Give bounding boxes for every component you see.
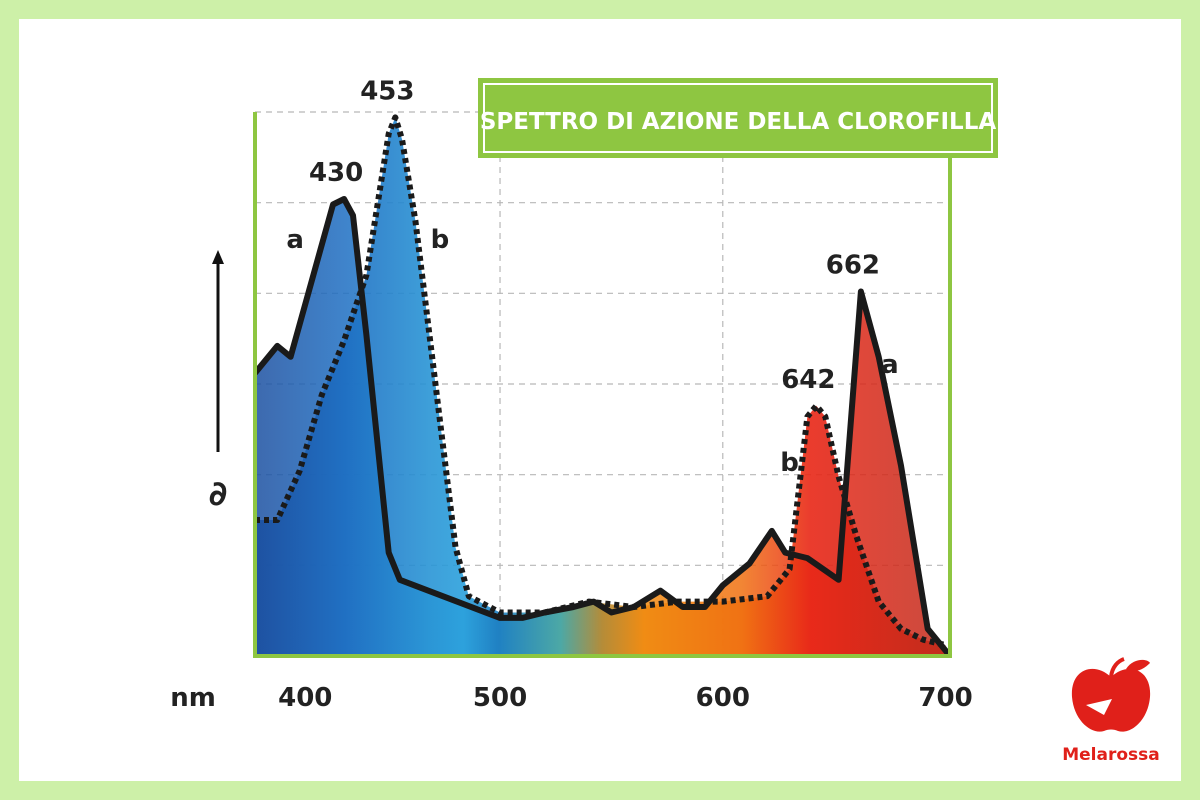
x-axis-label: nm xyxy=(170,683,216,713)
series-annotation: a xyxy=(286,225,304,255)
apple-icon: Melarossa xyxy=(1062,657,1160,765)
peak-labels: 430 662 453 642 xyxy=(309,76,880,394)
title-box-inner xyxy=(483,83,993,153)
x-tick-label: 600 xyxy=(696,683,750,713)
series-annotations: a b b a xyxy=(286,225,898,478)
title-box xyxy=(478,78,998,158)
chart-title: SPETTRO DI AZIONE DELLA CLOROFILLA xyxy=(480,109,997,135)
series-annotation: b xyxy=(780,448,799,478)
y-axis-label: ∂ xyxy=(209,474,228,514)
series-annotation: a xyxy=(881,350,899,380)
area-series-b xyxy=(255,117,946,656)
brand-logo: Melarossa xyxy=(1056,655,1166,770)
x-tick-labels: 400 500 600 700 xyxy=(278,683,973,713)
brand-name: Melarossa xyxy=(1062,745,1160,765)
peak-label: 453 xyxy=(360,76,414,106)
y-axis-arrow-head xyxy=(212,250,224,264)
line-series-b xyxy=(255,114,947,649)
peak-label: 662 xyxy=(826,251,880,281)
x-tick-label: 500 xyxy=(473,683,527,713)
line-series-a xyxy=(255,196,950,656)
x-tick-label: 700 xyxy=(918,683,972,713)
peak-label: 642 xyxy=(781,365,835,395)
series-annotation: b xyxy=(431,225,450,255)
peak-label: 430 xyxy=(309,158,363,188)
x-tick-label: 400 xyxy=(278,683,332,713)
